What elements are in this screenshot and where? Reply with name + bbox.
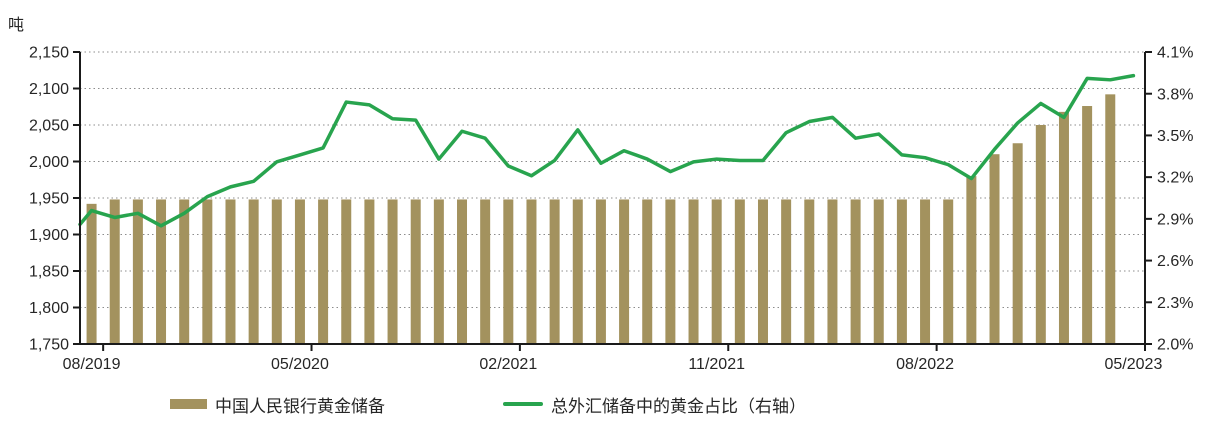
svg-text:1,750: 1,750 xyxy=(29,337,69,354)
svg-text:05/2023: 05/2023 xyxy=(1105,356,1163,373)
bar-02/2021 xyxy=(503,199,514,344)
svg-text:2,000: 2,000 xyxy=(29,154,69,171)
svg-text:2.3%: 2.3% xyxy=(1157,295,1193,312)
bar-10/2019 xyxy=(132,199,143,344)
y-axis-unit-label: 吨 xyxy=(8,16,24,34)
bar-08/2022 xyxy=(920,199,931,344)
bar-02/2023 xyxy=(1058,111,1069,344)
bar-01/2020 xyxy=(202,199,213,344)
bar-12/2022 xyxy=(1012,143,1023,344)
legend-item-bar-series: 中国人民银行黄金储备 xyxy=(170,393,385,416)
svg-text:1,950: 1,950 xyxy=(29,191,69,208)
svg-text:2.0%: 2.0% xyxy=(1157,337,1193,354)
svg-text:2,150: 2,150 xyxy=(29,45,69,62)
bar-11/2019 xyxy=(156,199,167,344)
bar-07/2022 xyxy=(896,199,907,344)
bar-series-legend-label: 中国人民银行黄金储备 xyxy=(215,396,385,416)
chart-plot-area: 2,150 2,100 2,050 2,000 1,950 1,900 1,850 1,800… xyxy=(8,16,1193,373)
svg-text:05/2020: 05/2020 xyxy=(271,356,329,373)
bar-01/2022 xyxy=(757,199,768,344)
bar-08/2020 xyxy=(364,199,375,344)
bar-03/2023 xyxy=(1082,106,1093,345)
bar-10/2020 xyxy=(410,199,421,344)
bar-04/2022 xyxy=(827,199,838,344)
bar-04/2021 xyxy=(549,199,560,344)
right-axis-labels: 4.1% 3.8% 3.5% 3.2% 2.9% 2.6% 2.3% 2.0% xyxy=(1145,45,1193,354)
bar-12/2021 xyxy=(734,199,745,344)
bar-05/2022 xyxy=(850,199,861,344)
bar-07/2021 xyxy=(619,199,630,344)
gridlines xyxy=(80,51,1145,308)
bar-10/2021 xyxy=(688,199,699,344)
svg-text:1,850: 1,850 xyxy=(29,264,69,281)
x-axis-labels: 08/2019 05/2020 02/2021 11/2021 08/2022 05/20… xyxy=(63,344,1163,373)
svg-text:08/2019: 08/2019 xyxy=(63,356,121,373)
bar-03/2020 xyxy=(248,199,259,344)
bar-series xyxy=(86,94,1116,345)
bar-11/2021 xyxy=(711,199,722,344)
bar-series-swatch-icon xyxy=(170,399,207,409)
bar-04/2023 xyxy=(1105,94,1116,344)
line-series-swatch-icon xyxy=(503,402,543,406)
svg-text:02/2021: 02/2021 xyxy=(479,356,537,373)
bar-06/2020 xyxy=(318,199,329,344)
line-series-legend-label: 总外汇储备中的黄金占比（右轴） xyxy=(551,396,806,416)
bar-06/2021 xyxy=(595,199,606,344)
bar-05/2020 xyxy=(294,199,305,344)
svg-text:4.1%: 4.1% xyxy=(1157,45,1193,62)
bar-11/2020 xyxy=(433,199,444,344)
legend-item-line-series: 总外汇储备中的黄金占比（右轴） xyxy=(503,393,806,416)
bar-09/2022 xyxy=(943,199,954,344)
svg-text:2.9%: 2.9% xyxy=(1157,211,1193,228)
line-series xyxy=(78,73,1136,228)
svg-text:1,800: 1,800 xyxy=(29,300,69,317)
bar-02/2020 xyxy=(225,199,236,344)
svg-text:3.2%: 3.2% xyxy=(1157,170,1193,187)
svg-text:1,900: 1,900 xyxy=(29,227,69,244)
svg-text:2,050: 2,050 xyxy=(29,118,69,135)
bar-09/2020 xyxy=(387,199,398,344)
bar-07/2020 xyxy=(341,199,352,344)
bar-06/2022 xyxy=(873,199,884,344)
bar-08/2019 xyxy=(86,203,97,344)
bar-03/2021 xyxy=(526,199,537,344)
svg-text:3.5%: 3.5% xyxy=(1157,128,1193,145)
bar-12/2019 xyxy=(179,199,190,344)
chart-legend: 中国人民银行黄金储备 总外汇储备中的黄金占比（右轴） xyxy=(0,393,1229,419)
bar-09/2019 xyxy=(109,199,120,344)
svg-text:08/2022: 08/2022 xyxy=(896,356,954,373)
bar-04/2020 xyxy=(271,199,282,344)
bar-01/2021 xyxy=(480,199,491,344)
bar-10/2022 xyxy=(966,176,977,344)
bar-09/2021 xyxy=(665,199,676,344)
bar-03/2022 xyxy=(804,199,815,344)
svg-text:3.8%: 3.8% xyxy=(1157,86,1193,103)
svg-text:11/2021: 11/2021 xyxy=(688,356,745,373)
left-axis-labels: 2,150 2,100 2,050 2,000 1,950 1,900 1,850 1,800… xyxy=(29,45,80,354)
bar-12/2020 xyxy=(457,199,468,344)
bar-01/2023 xyxy=(1035,125,1046,344)
svg-text:2,100: 2,100 xyxy=(29,81,69,98)
bar-02/2022 xyxy=(781,199,792,344)
svg-text:2.6%: 2.6% xyxy=(1157,253,1193,270)
bar-08/2021 xyxy=(642,199,653,344)
bar-11/2022 xyxy=(989,154,1000,344)
bar-05/2021 xyxy=(572,199,583,344)
